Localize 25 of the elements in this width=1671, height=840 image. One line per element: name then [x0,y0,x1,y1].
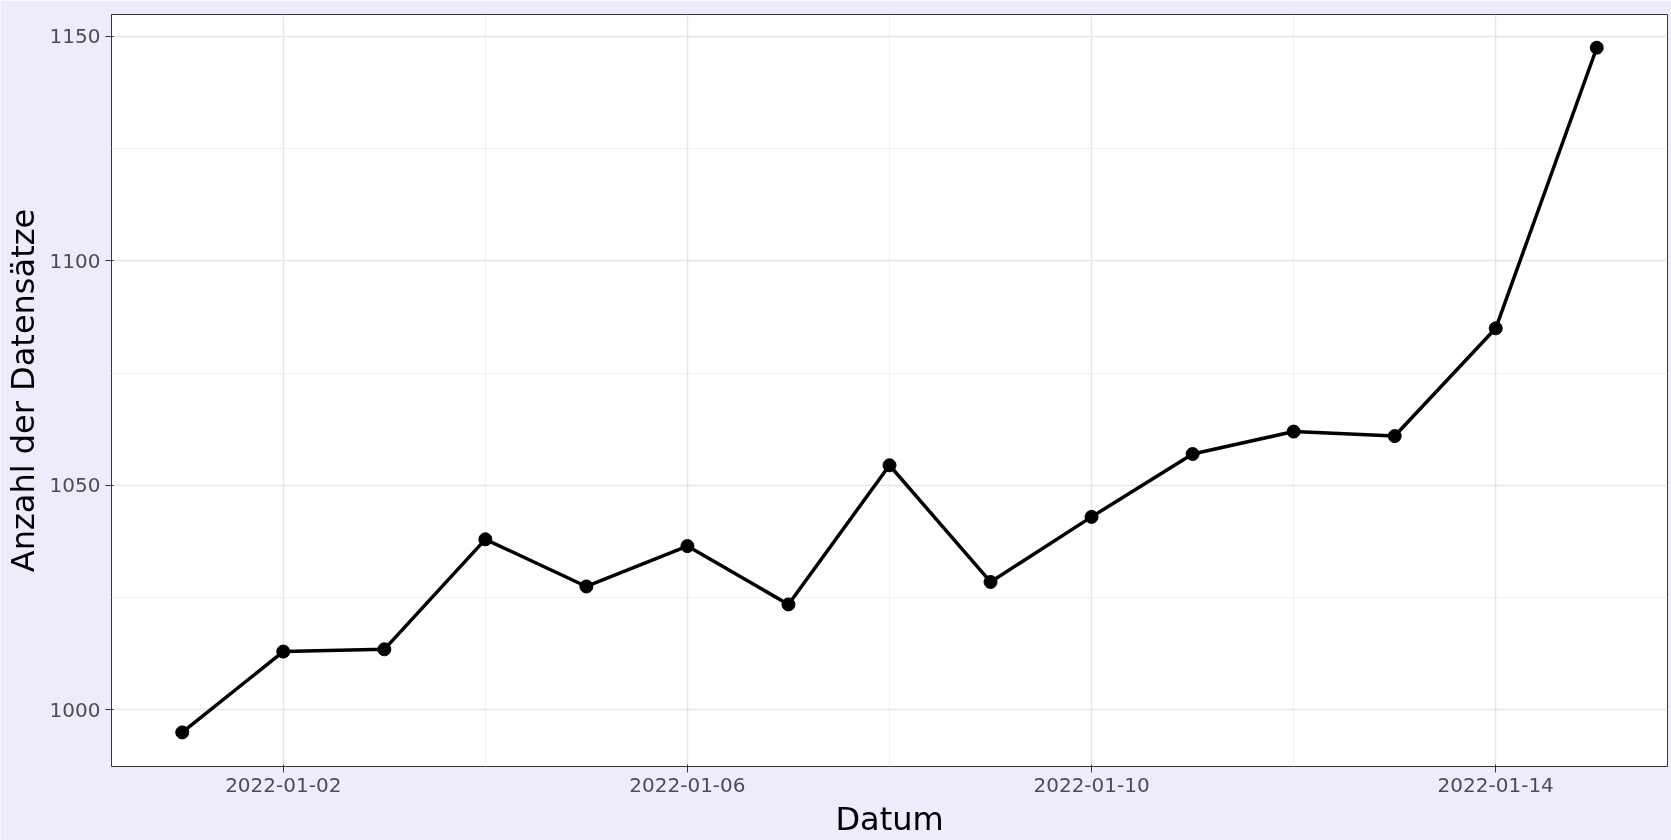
y-tick-label: 1150 [49,24,101,49]
y-tick-label: 1000 [49,697,101,722]
x-tick-label: 2022-01-06 [629,772,746,797]
y-axis-title: Anzahl der Datensätze [3,208,42,573]
y-tick-label: 1100 [49,248,101,273]
point [377,642,392,657]
point [1488,321,1503,336]
x-tick-label: 2022-01-10 [1033,772,1150,797]
x-axis-title: Datum [835,799,944,838]
x-tick-label: 2022-01-02 [225,772,342,797]
y-tick-label: 1050 [49,473,101,498]
point [680,539,695,554]
point [781,597,796,612]
point [579,579,594,594]
point [276,644,291,659]
point [1084,509,1099,524]
point [1387,429,1402,444]
point [1286,424,1301,439]
point [983,574,998,589]
point [175,725,190,740]
point [478,532,493,547]
point [1185,447,1200,462]
x-tick-label: 2022-01-14 [1437,772,1554,797]
point [882,458,897,473]
point [1589,40,1604,55]
